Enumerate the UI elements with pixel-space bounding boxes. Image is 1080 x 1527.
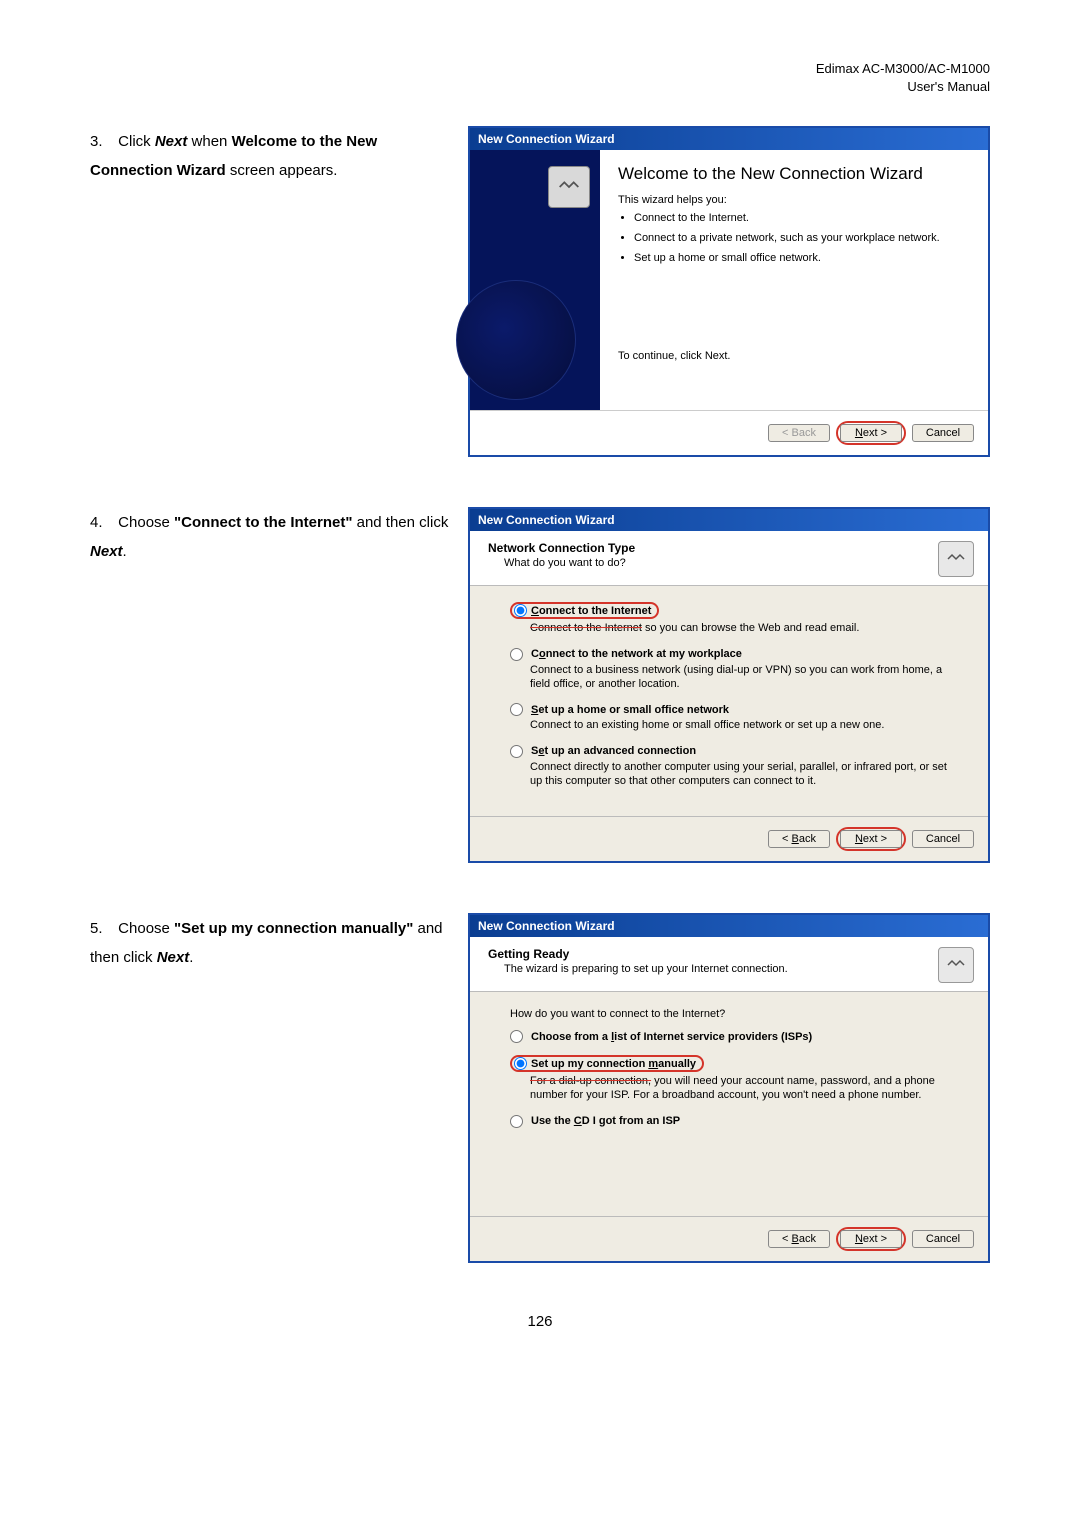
s3-opt2-highlight: Set up my connection manually [510,1055,704,1072]
s3-opt2-label: Set up my connection manually [531,1058,696,1070]
opt2-radio[interactable] [510,648,523,661]
step-3-num: 3. [90,128,114,157]
opt1-highlight: Connect to the Internet [510,602,659,619]
wizard-footer-2: < Back Next > Cancel [470,816,988,861]
welcome-bullet-2: Connect to a private network, such as yo… [634,232,970,246]
welcome-bullet-1: Connect to the Internet. [634,212,970,226]
step-4-text: 4. Choose "Connect to the Internet" and … [90,507,450,566]
opt-workplace[interactable]: Connect to the network at my workplace C… [510,648,958,692]
s3-opt2-desc: For a dial-up connection, you will need … [530,1074,958,1103]
next-button[interactable]: Next > [840,1230,902,1248]
opt3-radio[interactable] [510,703,523,716]
globe-icon [456,280,576,400]
wizard-header-2: Network Connection Type What do you want… [470,531,988,586]
wizard-welcome-content: Welcome to the New Connection Wizard Thi… [600,150,988,410]
cancel-button[interactable]: Cancel [912,424,974,442]
wizard-conn-type: New Connection Wizard Network Connection… [468,507,990,863]
back-button: < Back [768,424,830,442]
opt3-desc: Connect to an existing home or small off… [530,718,958,732]
handshake-icon [938,541,974,577]
back-button[interactable]: < Back [768,1230,830,1248]
opt2-desc: Connect to a business network (using dia… [530,663,958,692]
next-highlight: Next > [836,1227,906,1251]
header-line2: User's Manual [907,79,990,94]
cancel-button[interactable]: Cancel [912,830,974,848]
s3-opt1-label: Choose from a list of Internet service p… [531,1031,812,1043]
screen3-prompt: How do you want to connect to the Intern… [510,1008,958,1020]
opt4-radio[interactable] [510,745,523,758]
screen2-title: Network Connection Type [488,541,635,555]
opt4-label: Set up an advanced connection [531,745,696,757]
opt-connect-internet[interactable]: Connect to the Internet Connect to the I… [510,602,958,635]
screen3-title: Getting Ready [488,947,788,961]
wizard-welcome: New Connection Wizard Welcome to the New… [468,126,990,457]
next-button[interactable]: Next > [840,830,902,848]
screen2-content: Connect to the Internet Connect to the I… [470,586,988,816]
welcome-title: Welcome to the New Connection Wizard [618,164,970,184]
opt-use-cd[interactable]: Use the CD I got from an ISP [510,1115,958,1128]
opt-home-office[interactable]: Set up a home or small office network Co… [510,703,958,732]
cancel-button[interactable]: Cancel [912,1230,974,1248]
wizard-header-3: Getting Ready The wizard is preparing to… [470,937,988,992]
opt-manual[interactable]: Set up my connection manually For a dial… [510,1055,958,1103]
page-number: 126 [90,1313,990,1330]
welcome-continue: To continue, click Next. [618,350,970,362]
opt1-desc: Connect to the Internet so you can brows… [530,621,958,635]
wizard-side-panel [470,150,600,410]
opt2-label: Connect to the network at my workplace [531,648,742,660]
opt1-radio[interactable] [514,604,527,617]
screen2-sub: What do you want to do? [504,557,635,569]
wizard-titlebar-3: New Connection Wizard [470,915,988,937]
step-3-row: 3. Click Next when Welcome to the New Co… [90,126,990,457]
opt-advanced[interactable]: Set up an advanced connection Connect di… [510,745,958,789]
welcome-intro: This wizard helps you: [618,194,970,206]
wizard-titlebar: New Connection Wizard [470,128,988,150]
step-5-row: 5. Choose "Set up my connection manually… [90,913,990,1263]
handshake-icon [548,166,590,208]
back-button[interactable]: < Back [768,830,830,848]
wizard-footer-1: < Back Next > Cancel [470,410,988,455]
next-highlight: Next > [836,827,906,851]
doc-header: Edimax AC-M3000/AC-M1000 User's Manual [90,60,990,96]
opt1-label: Connect to the Internet [531,605,651,617]
screen3-content: How do you want to connect to the Intern… [470,992,988,1216]
step-3-text: 3. Click Next when Welcome to the New Co… [90,126,450,185]
screen3-sub: The wizard is preparing to set up your I… [504,963,788,975]
wizard-footer-3: < Back Next > Cancel [470,1216,988,1261]
opt-isp-list[interactable]: Choose from a list of Internet service p… [510,1030,958,1043]
wizard-titlebar-2: New Connection Wizard [470,509,988,531]
wizard-getting-ready: New Connection Wizard Getting Ready The … [468,913,990,1263]
header-line1: Edimax AC-M3000/AC-M1000 [816,61,990,76]
s3-opt3-label: Use the CD I got from an ISP [531,1115,680,1127]
handshake-icon [938,947,974,983]
s3-opt2-radio[interactable] [514,1057,527,1070]
step-5-num: 5. [90,915,114,944]
next-button[interactable]: Next > [840,424,902,442]
s3-opt3-radio[interactable] [510,1115,523,1128]
s3-opt1-radio[interactable] [510,1030,523,1043]
welcome-bullet-3: Set up a home or small office network. [634,252,970,266]
step-5-text: 5. Choose "Set up my connection manually… [90,913,450,972]
opt4-desc: Connect directly to another computer usi… [530,760,958,789]
step-4-row: 4. Choose "Connect to the Internet" and … [90,507,990,863]
step-4-num: 4. [90,509,114,538]
next-highlight: Next > [836,421,906,445]
opt3-label: Set up a home or small office network [531,704,729,716]
